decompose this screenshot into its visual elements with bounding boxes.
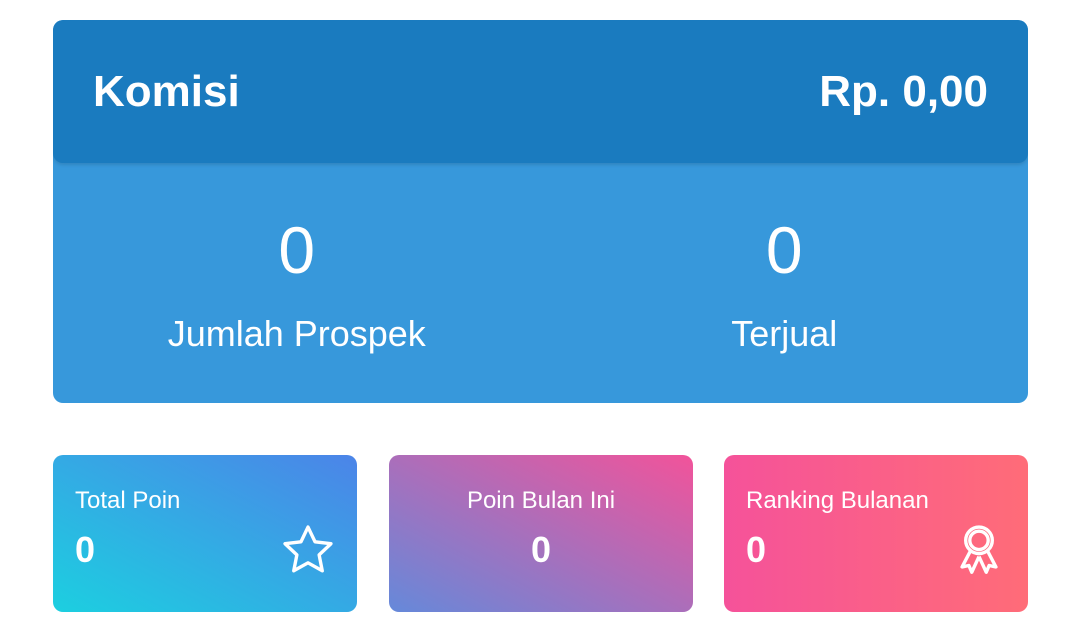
card-label: Ranking Bulanan bbox=[746, 487, 929, 514]
commission-label: Komisi bbox=[93, 66, 240, 116]
award-ribbon-icon bbox=[960, 525, 998, 574]
card-label: Total Poin bbox=[75, 487, 181, 514]
stat-label: Jumlah Prospek bbox=[167, 313, 426, 354]
card-label: Poin Bulan Ini bbox=[466, 487, 616, 514]
card-value: 0 bbox=[75, 529, 96, 570]
stat-prospects[interactable]: 0 Jumlah Prospek bbox=[53, 163, 541, 403]
monthly-points-card[interactable]: Poin Bulan Ini 0 bbox=[389, 455, 693, 612]
card-value: 0 bbox=[746, 529, 767, 570]
commission-header: Komisi Rp. 0,00 bbox=[53, 20, 1028, 163]
stat-value: 0 bbox=[765, 213, 803, 287]
monthly-ranking-card[interactable]: Ranking Bulanan 0 bbox=[724, 455, 1028, 612]
card-value: 0 bbox=[530, 529, 552, 570]
stat-sold[interactable]: 0 Terjual bbox=[541, 163, 1029, 403]
commission-card: Komisi Rp. 0,00 0 Jumlah Prospek 0 Terju… bbox=[53, 20, 1028, 403]
commission-value: Rp. 0,00 bbox=[819, 66, 988, 116]
total-points-card[interactable]: Total Poin 0 bbox=[53, 455, 357, 612]
stat-value: 0 bbox=[278, 213, 316, 287]
star-icon bbox=[283, 525, 333, 573]
stat-label: Terjual bbox=[731, 313, 838, 354]
